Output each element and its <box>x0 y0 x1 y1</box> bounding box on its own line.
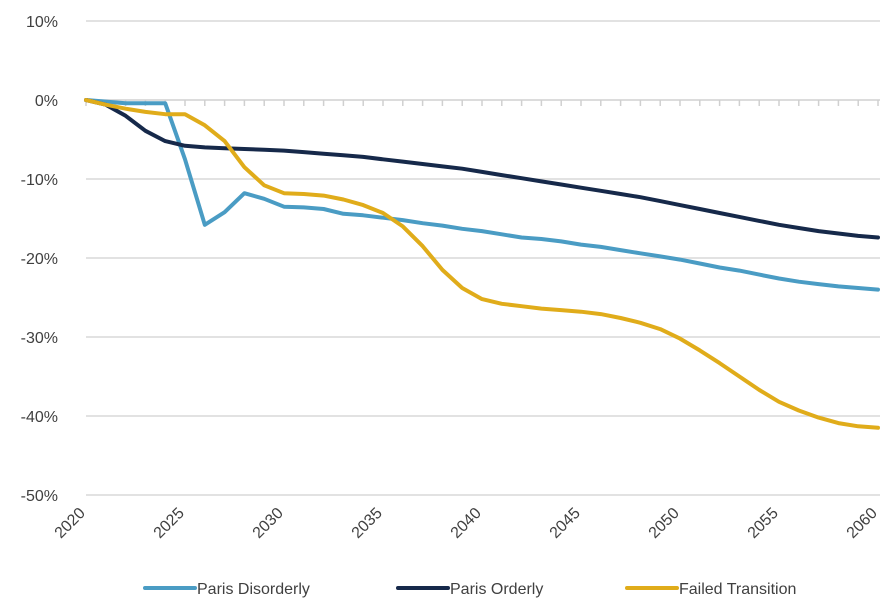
legend-label-paris-orderly: Paris Orderly <box>450 581 543 598</box>
y-tick-label: -40% <box>21 409 58 426</box>
series-line-failed-transition <box>84 98 880 430</box>
y-axis-tick-labels: 10% 0% -10% -20% -30% -40% -50% <box>21 14 58 505</box>
x-tick-label: 2030 <box>250 505 287 542</box>
series-lines <box>84 98 880 430</box>
y-tick-label: -20% <box>21 251 58 268</box>
y-tick-label: -10% <box>21 172 58 189</box>
y-tick-label: 10% <box>26 14 58 31</box>
gridlines <box>86 20 880 496</box>
x-tick-label: 2050 <box>646 505 683 542</box>
series-line-paris-disorderly <box>84 98 880 292</box>
x-axis-tick-labels: 2020 2025 2030 2035 2040 2045 2050 2055 2060 <box>52 505 880 542</box>
x-tick-label: 2040 <box>448 505 485 542</box>
legend-label-paris-disorderly: Paris Disorderly <box>197 581 310 598</box>
y-tick-label: -50% <box>21 488 58 505</box>
x-tick-label: 2020 <box>52 505 89 542</box>
axis-ticks <box>85 100 879 106</box>
x-tick-label: 2060 <box>844 505 880 542</box>
series-line-paris-orderly <box>84 98 880 240</box>
x-tick-label: 2025 <box>151 505 188 542</box>
x-tick-label: 2045 <box>547 505 584 542</box>
legend-label-failed-transition: Failed Transition <box>679 581 796 598</box>
y-tick-label: -30% <box>21 330 58 347</box>
x-tick-label: 2055 <box>745 505 782 542</box>
y-tick-label: 0% <box>35 93 58 110</box>
legend: Paris Disorderly Paris Orderly Failed Tran… <box>143 581 796 598</box>
x-tick-label: 2035 <box>349 505 386 542</box>
